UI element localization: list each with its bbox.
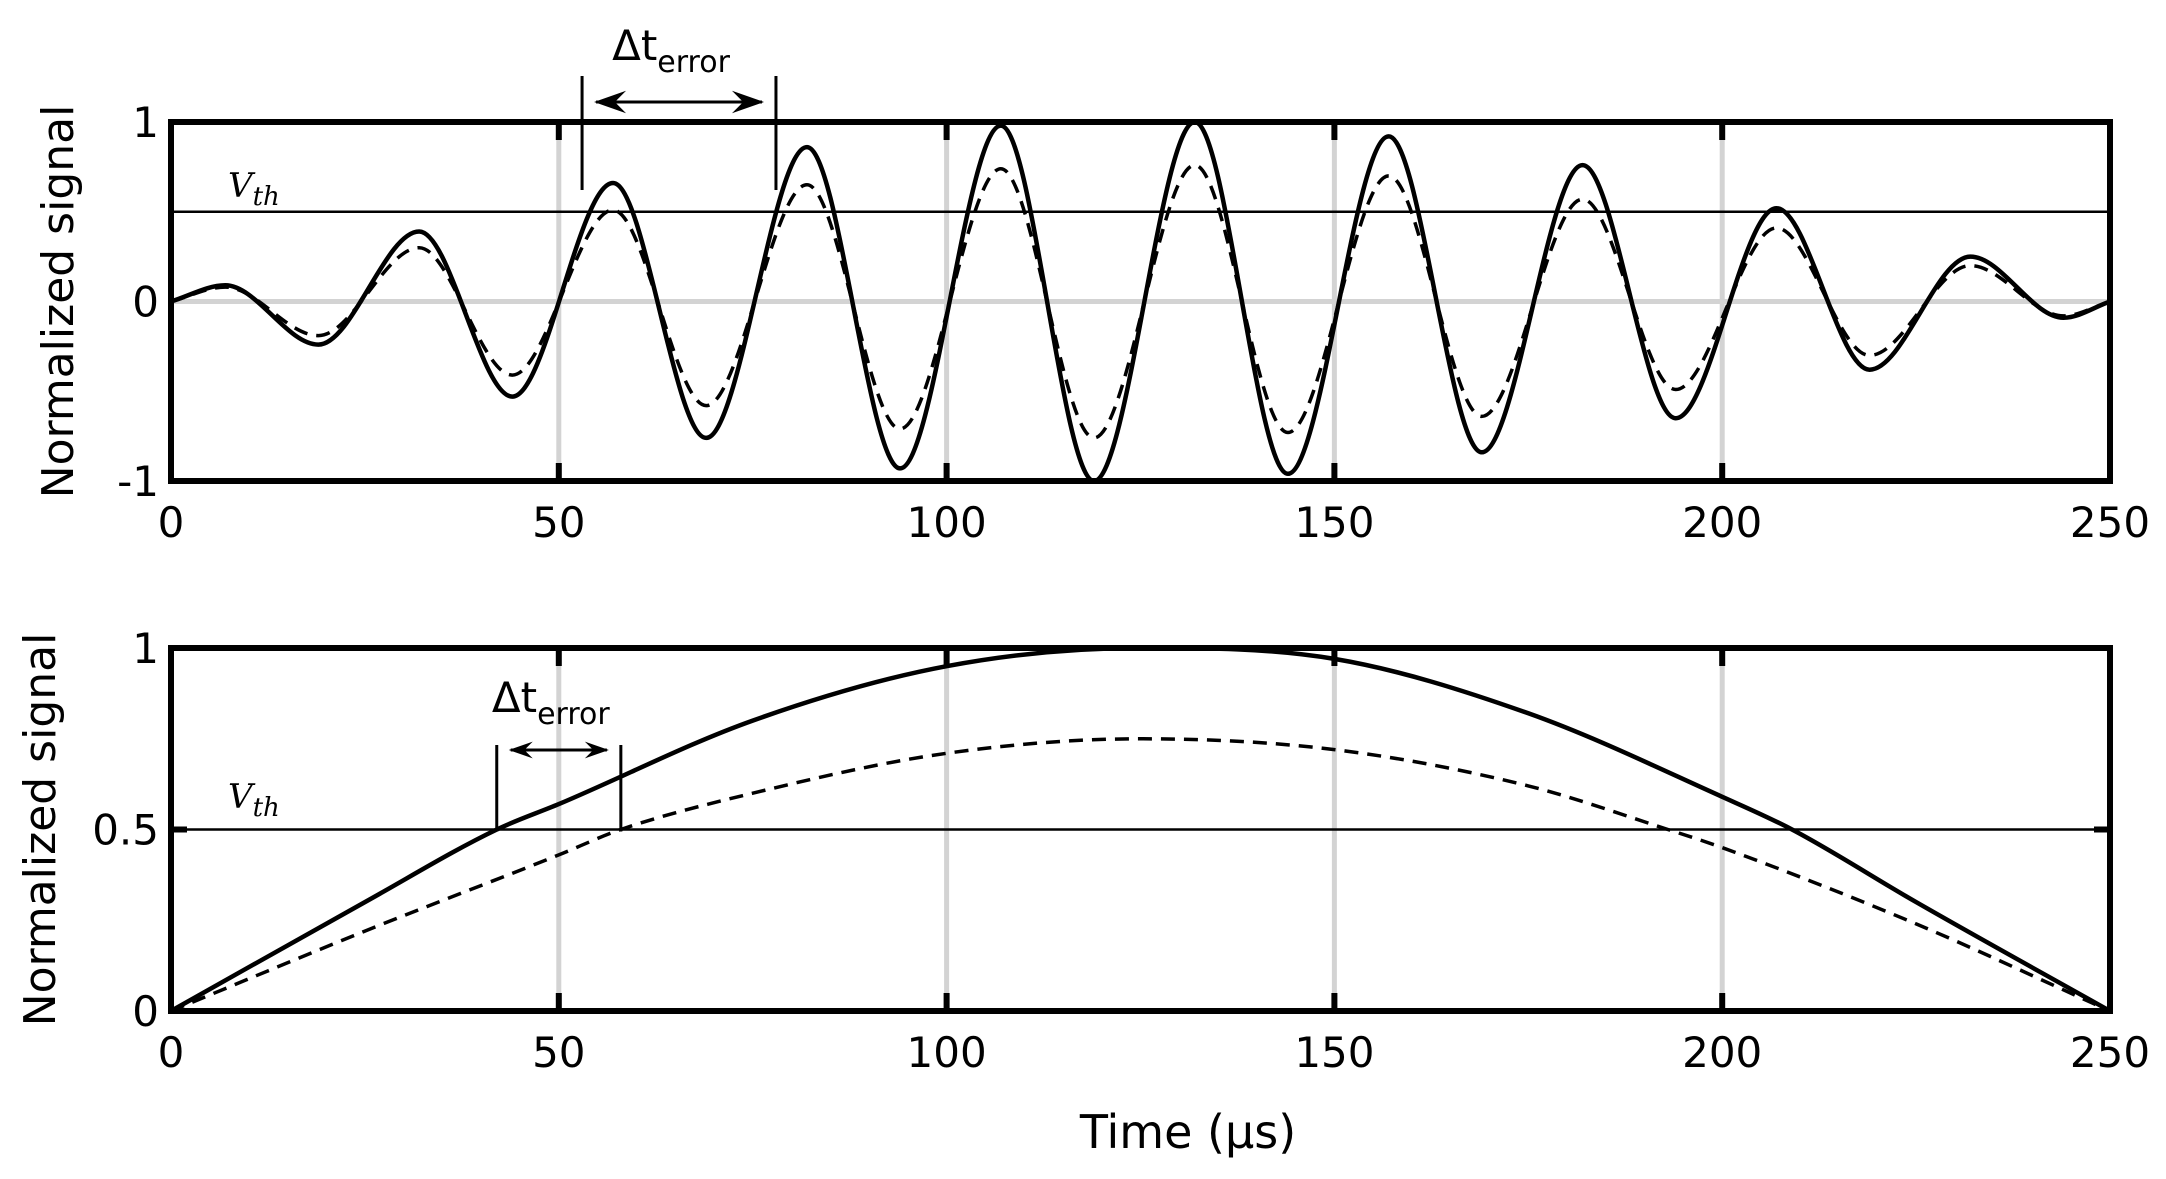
y-axis-label: Normalized signal [33,105,84,499]
x-tick-label: 200 [1682,498,1762,547]
y-tick-label: 0 [132,278,159,327]
y-tick-label: -1 [117,457,159,506]
x-tick-label: 0 [158,498,185,547]
bottom-panel: 0 50 100 150 200 250 0 0.5 1 Normalized signal Vth… [15,624,2150,1077]
annotation-arrow-head-left [508,741,533,759]
x-axis-label: Time (μs) [1079,1105,1296,1159]
x-tick-label: 100 [907,1028,987,1077]
delta-t-error-label: Δterror [492,673,610,732]
y-tick-label: 1 [132,98,159,147]
plot-frame [168,119,2113,484]
annotation-arrow-head-left [594,90,627,114]
x-tick-label: 0 [158,1028,185,1077]
x-tick-label: 250 [2070,498,2150,547]
y-tick-label: 1 [132,624,159,673]
x-tick-label: 50 [532,1028,585,1077]
x-tick-label: 200 [1682,1028,1762,1077]
annotation-arrow-head-right [731,90,764,114]
dashed-series-line [170,163,2111,440]
x-tick-label: 250 [2070,1028,2150,1077]
threshold-label: Vth [228,777,280,823]
dashed-series-line [170,737,2111,1013]
threshold-label: Vth [228,166,280,212]
y-tick-label: 0.5 [92,806,159,855]
y-axis-label: Normalized signal [15,633,66,1027]
x-tick-label: 150 [1294,1028,1374,1077]
delta-t-error-label: Δterror [612,21,730,80]
x-tick-label: 150 [1294,498,1374,547]
annotation-arrow-head-right [584,741,609,759]
x-tick-label: 100 [907,498,987,547]
x-tick-label: 50 [532,498,585,547]
y-tick-label: 0 [132,987,159,1036]
